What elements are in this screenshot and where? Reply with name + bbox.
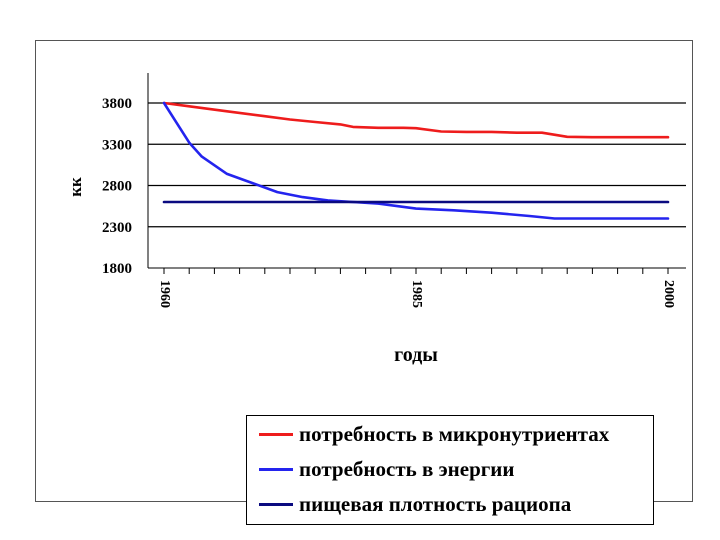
legend-swatch bbox=[259, 433, 293, 436]
x-tick-label: 2000 bbox=[661, 280, 676, 308]
legend: потребность в микронутриентах потребность… bbox=[246, 415, 654, 525]
legend-item: потребность в энергии bbox=[247, 456, 653, 484]
legend-label: потребность в микронутриентах bbox=[299, 422, 610, 446]
legend-swatch bbox=[259, 503, 293, 506]
legend-label: потребность в энергии bbox=[299, 457, 515, 481]
y-tick-label: 3300 bbox=[102, 137, 132, 153]
tick-labels: 1800 2300 2800 3300 3800 1960 1985 2000 годы кк bbox=[66, 96, 676, 366]
axes bbox=[147, 73, 686, 274]
y-tick-label: 2300 bbox=[102, 220, 132, 236]
legend-label: пищевая плотность рациопа bbox=[299, 492, 572, 516]
x-tick-label: 1985 bbox=[409, 280, 424, 308]
x-axis-title: годы bbox=[394, 344, 438, 366]
line-chart: 1800 2300 2800 3300 3800 1960 1985 2000 годы кк bbox=[66, 73, 686, 366]
legend-swatch bbox=[259, 468, 293, 471]
y-tick-label: 2800 bbox=[102, 179, 132, 195]
legend-item: пищевая плотность рациопа bbox=[247, 491, 653, 519]
chart-frame: 1800 2300 2800 3300 3800 1960 1985 2000 годы кк п… bbox=[35, 40, 693, 525]
y-tick-label: 3800 bbox=[102, 96, 132, 112]
y-tick-label: 1800 bbox=[102, 261, 132, 277]
y-axis-title: кк bbox=[66, 177, 85, 197]
series-line bbox=[162, 101, 670, 139]
series-lines bbox=[162, 101, 670, 220]
x-tick-label: 1960 bbox=[157, 280, 172, 308]
gridlines bbox=[148, 102, 686, 228]
legend-item: потребность в микронутриентах bbox=[247, 421, 653, 449]
